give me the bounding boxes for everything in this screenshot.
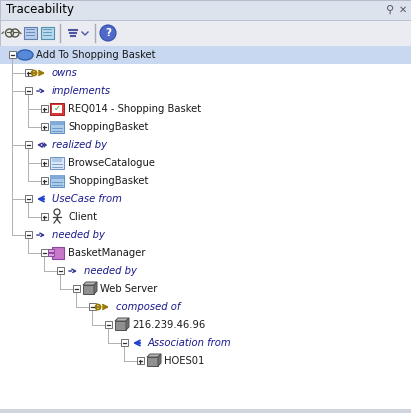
Bar: [0, 46, 411, 64]
Bar: [41, 213, 48, 220]
Text: REQ014 - Shopping Basket: REQ014 - Shopping Basket: [68, 104, 201, 114]
Text: 216.239.46.96: 216.239.46.96: [132, 320, 205, 330]
Bar: [25, 87, 32, 94]
Polygon shape: [94, 282, 97, 294]
Bar: [83, 285, 94, 294]
Text: realized by: realized by: [52, 140, 107, 150]
Bar: [25, 69, 32, 76]
Bar: [25, 195, 32, 202]
Ellipse shape: [17, 50, 33, 60]
Text: Traceability: Traceability: [6, 3, 74, 17]
Bar: [41, 123, 48, 130]
Text: ShoppingBasket: ShoppingBasket: [68, 122, 148, 132]
Bar: [50, 157, 64, 169]
Bar: [48, 249, 54, 252]
Bar: [41, 249, 48, 256]
Bar: [52, 158, 62, 162]
Bar: [147, 357, 158, 366]
Text: composed of: composed of: [116, 302, 180, 312]
Text: BasketManager: BasketManager: [68, 248, 145, 258]
Bar: [121, 339, 128, 346]
Text: Client: Client: [68, 212, 97, 222]
Bar: [41, 27, 54, 39]
Bar: [50, 175, 64, 187]
Polygon shape: [147, 354, 161, 357]
Polygon shape: [126, 318, 129, 330]
Text: ✓: ✓: [53, 104, 60, 113]
Bar: [137, 357, 144, 364]
Bar: [89, 303, 96, 310]
Text: BrowseCatalogue: BrowseCatalogue: [68, 158, 155, 168]
Text: UseCase from: UseCase from: [52, 194, 122, 204]
Text: needed by: needed by: [84, 266, 137, 276]
Bar: [52, 247, 64, 259]
Text: ShoppingBasket: ShoppingBasket: [68, 176, 148, 186]
Bar: [0, 20, 411, 46]
Bar: [41, 105, 48, 112]
Polygon shape: [83, 282, 97, 285]
Text: HOES01: HOES01: [164, 356, 204, 366]
Bar: [50, 103, 64, 115]
Text: implements: implements: [52, 86, 111, 96]
Polygon shape: [158, 354, 161, 366]
Bar: [24, 27, 37, 39]
Bar: [25, 231, 32, 238]
Bar: [50, 121, 64, 133]
Bar: [0, 0, 411, 20]
Bar: [25, 141, 32, 148]
Circle shape: [100, 25, 116, 41]
Bar: [41, 159, 48, 166]
Bar: [0, 46, 411, 413]
Text: Web Server: Web Server: [100, 284, 157, 294]
Bar: [50, 175, 64, 179]
Bar: [52, 105, 62, 113]
Bar: [115, 321, 126, 330]
Text: Add To Shopping Basket: Add To Shopping Basket: [36, 50, 155, 60]
Text: owns: owns: [52, 68, 78, 78]
Bar: [50, 121, 64, 125]
Bar: [73, 285, 80, 292]
Text: Association from: Association from: [148, 338, 232, 348]
Bar: [0, 409, 411, 413]
Text: needed by: needed by: [52, 230, 105, 240]
Bar: [41, 177, 48, 184]
Bar: [57, 267, 64, 274]
Bar: [48, 253, 54, 256]
Text: ✕: ✕: [399, 5, 407, 15]
Bar: [9, 51, 16, 58]
Text: ?: ?: [105, 28, 111, 38]
Text: ⚲: ⚲: [386, 5, 394, 14]
Bar: [105, 321, 112, 328]
Polygon shape: [115, 318, 129, 321]
